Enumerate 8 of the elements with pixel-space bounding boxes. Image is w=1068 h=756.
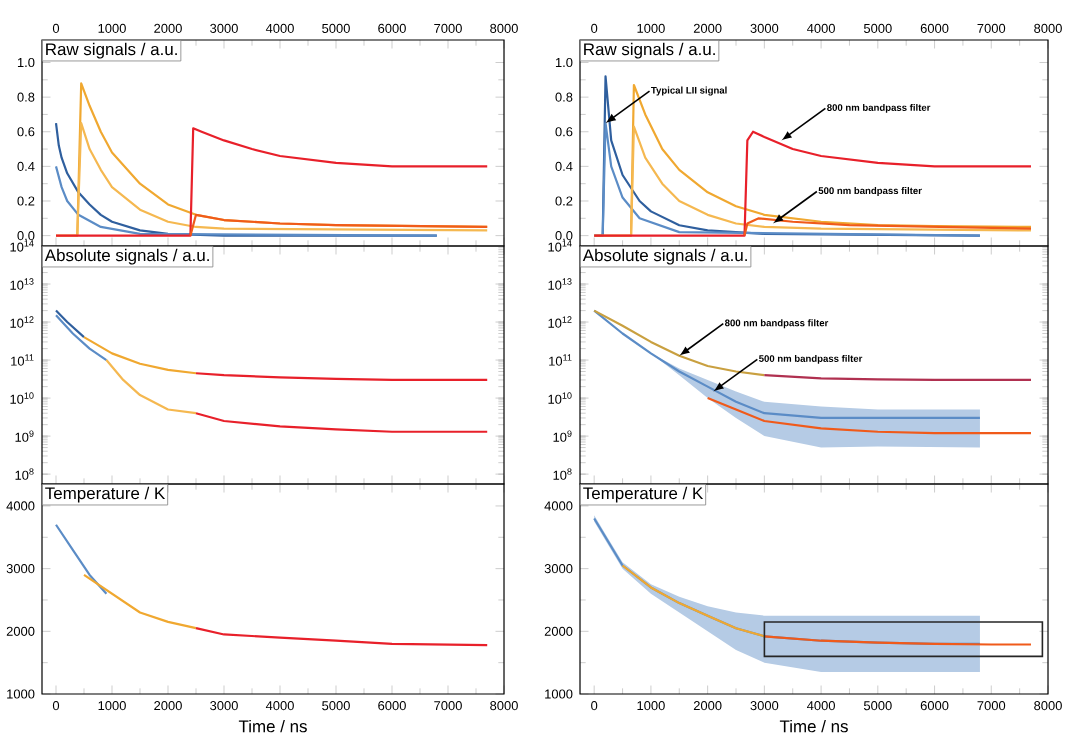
chart-title: Absolute signals / a.u. bbox=[582, 248, 747, 265]
chart-title: Temperature / K bbox=[45, 486, 166, 503]
x-axis-title: Time / ns bbox=[238, 719, 307, 733]
chart-title: Absolute signals / a.u. bbox=[44, 248, 209, 265]
chart-title: Raw signals / a.u. bbox=[46, 42, 177, 59]
x-axis-title: Time / ns bbox=[779, 719, 848, 733]
chart-title: Raw signals / a.u. bbox=[584, 42, 715, 59]
chart-title: Temperature / K bbox=[583, 486, 704, 503]
